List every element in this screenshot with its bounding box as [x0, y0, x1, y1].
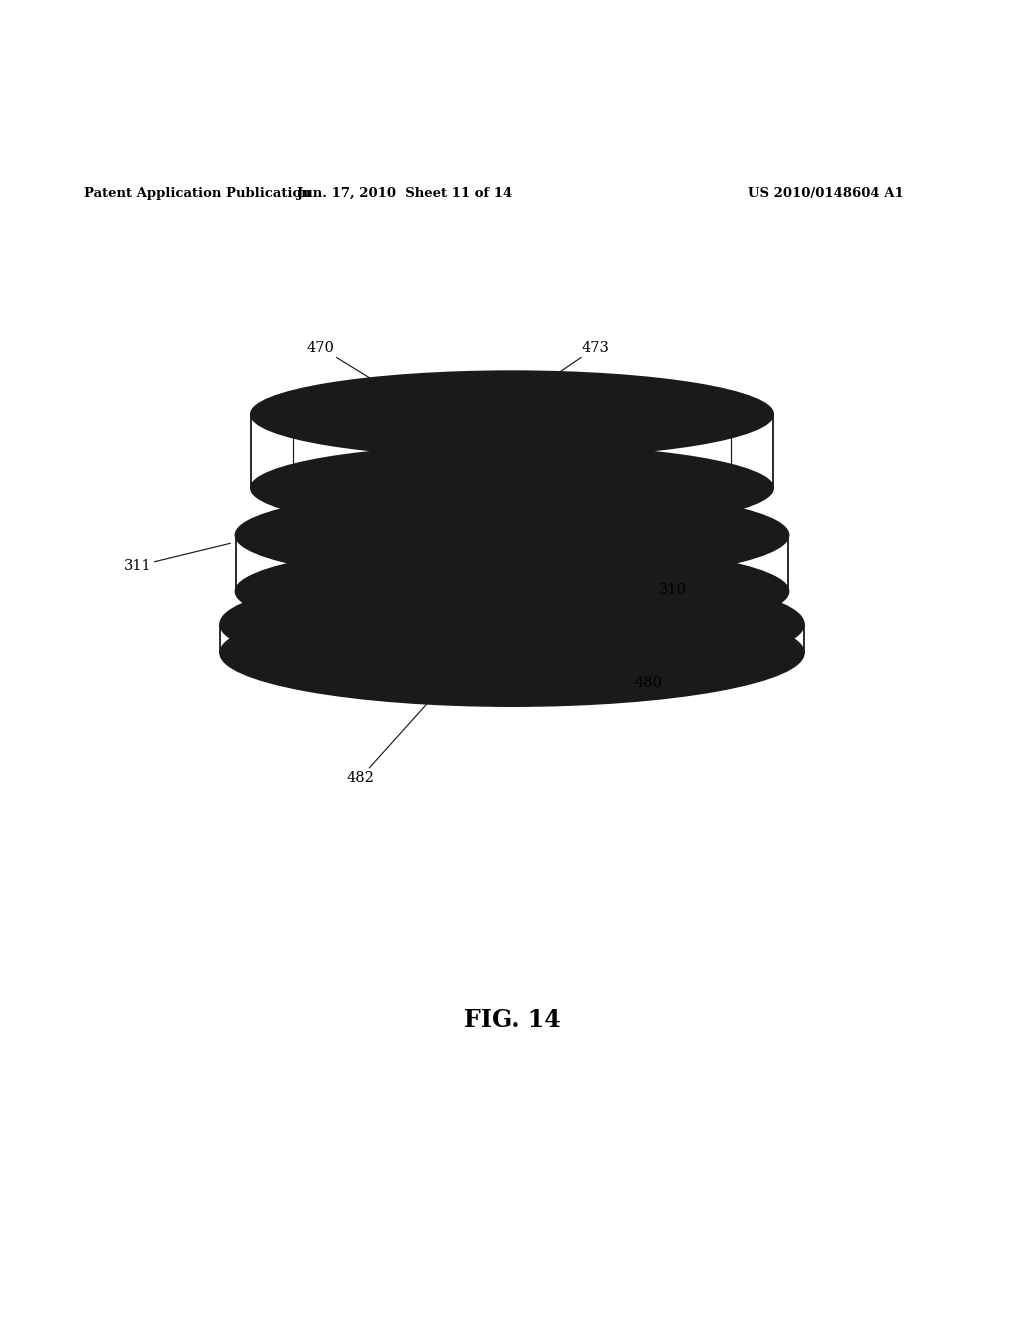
- Ellipse shape: [236, 488, 788, 582]
- Ellipse shape: [302, 512, 722, 583]
- Text: 310: 310: [623, 566, 686, 598]
- Ellipse shape: [251, 371, 773, 457]
- Text: Jun. 17, 2010  Sheet 11 of 14: Jun. 17, 2010 Sheet 11 of 14: [297, 187, 512, 201]
- Text: FIG. 14: FIG. 14: [464, 1008, 560, 1032]
- Ellipse shape: [236, 544, 788, 639]
- Ellipse shape: [251, 445, 773, 531]
- Text: 470: 470: [306, 341, 379, 384]
- Text: Patent Application Publication: Patent Application Publication: [84, 187, 310, 201]
- Ellipse shape: [220, 572, 804, 677]
- Text: 480: 480: [635, 649, 671, 689]
- Text: 473: 473: [543, 341, 609, 384]
- Ellipse shape: [220, 599, 804, 706]
- Text: 311: 311: [124, 544, 230, 573]
- Text: 482: 482: [346, 667, 461, 785]
- Text: 310a: 310a: [635, 539, 695, 576]
- Text: US 2010/0148604 A1: US 2010/0148604 A1: [748, 187, 903, 201]
